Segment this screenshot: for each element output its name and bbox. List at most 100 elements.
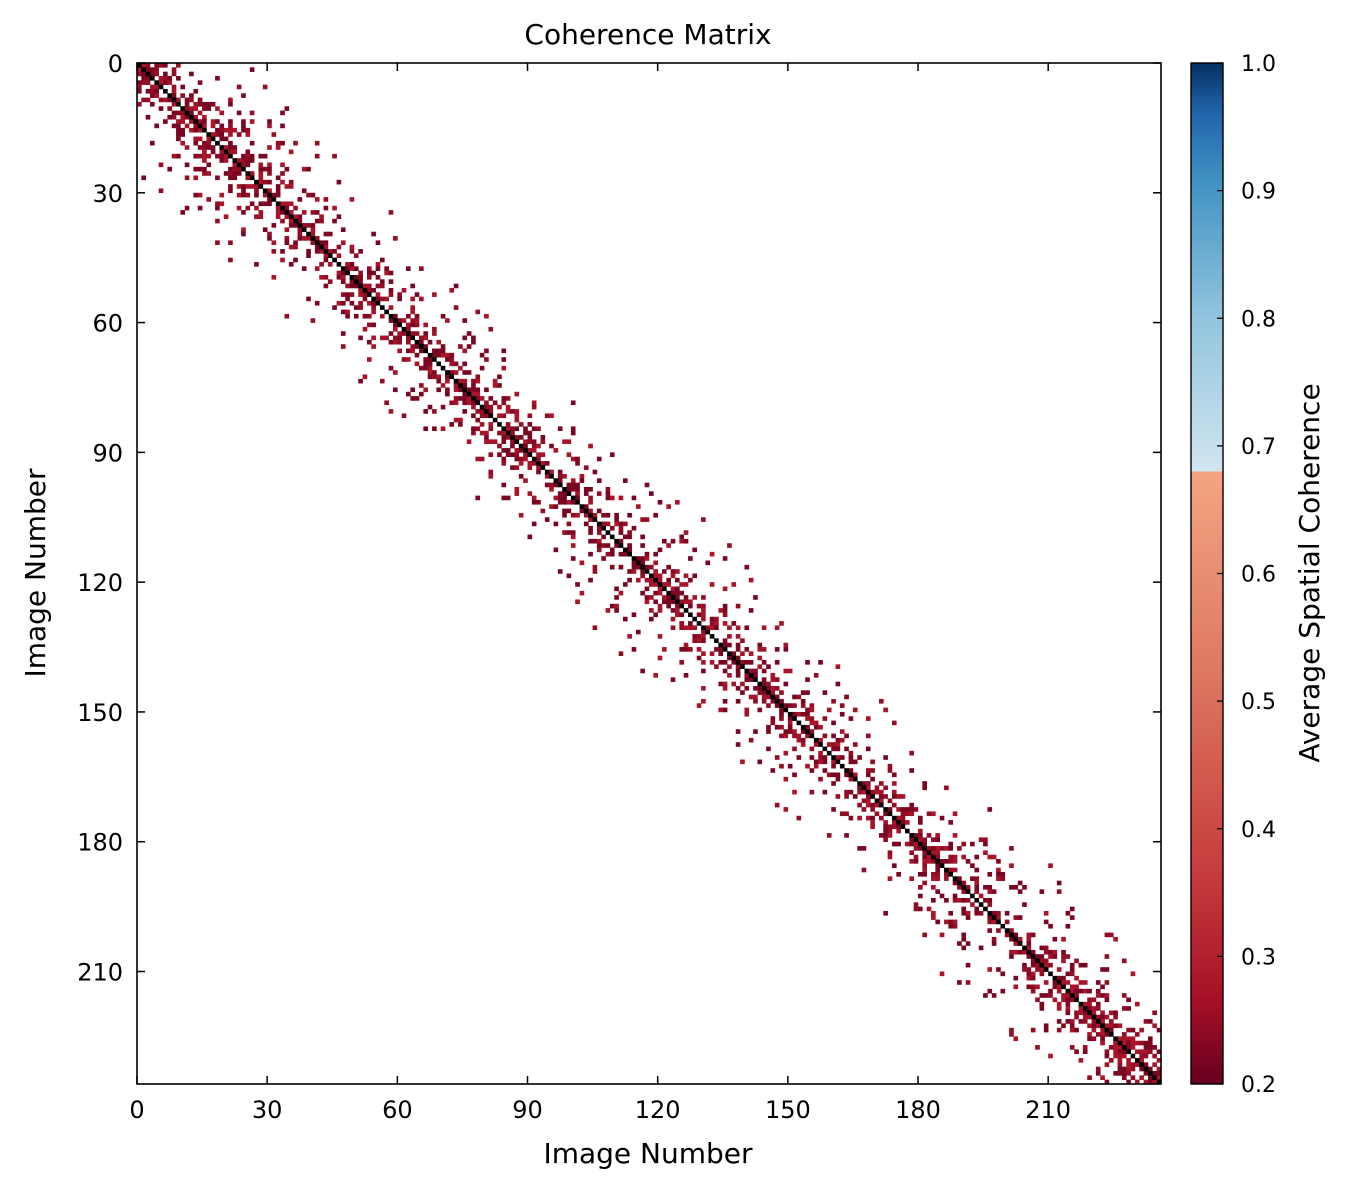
heatmap-cell	[314, 197, 320, 202]
heatmap-cell	[1104, 932, 1110, 938]
heatmap-cell	[744, 707, 750, 713]
heatmap-cell	[1069, 984, 1075, 990]
y-tick-label: 210	[77, 959, 123, 987]
heatmap-cell	[288, 149, 294, 155]
heatmap-cell	[618, 651, 624, 656]
diagonal-cell	[553, 478, 559, 483]
heatmap-cell	[905, 811, 910, 817]
heatmap-cell	[583, 521, 589, 527]
heatmap-cell	[1017, 889, 1023, 894]
heatmap-cell	[436, 374, 442, 380]
heatmap-cell	[510, 465, 515, 470]
heatmap-cell	[609, 452, 615, 457]
heatmap-cell	[605, 551, 611, 557]
heatmap-cell	[1143, 1053, 1149, 1059]
heatmap-cell	[280, 210, 285, 215]
heatmap-cell	[644, 517, 650, 522]
heatmap-cell	[948, 846, 954, 851]
heatmap-cell	[249, 184, 255, 189]
diagonal-cell	[740, 664, 745, 669]
heatmap-cell	[1117, 1053, 1123, 1059]
heatmap-cell	[753, 685, 758, 691]
heatmap-cell	[388, 365, 394, 371]
heatmap-cell	[761, 647, 767, 652]
heatmap-cell	[596, 525, 602, 531]
heatmap-cell	[336, 214, 342, 220]
diagonal-cell	[609, 534, 615, 540]
heatmap-cell	[553, 504, 559, 509]
heatmap-cell	[197, 153, 203, 159]
heatmap-cell	[1087, 1032, 1092, 1037]
heatmap-cell	[406, 335, 411, 341]
heatmap-cell	[961, 945, 967, 951]
heatmap-cell	[471, 430, 476, 436]
heatmap-cell	[176, 153, 181, 159]
heatmap-cell	[926, 854, 932, 860]
heatmap-cell	[792, 711, 797, 717]
heatmap-cell	[531, 521, 537, 527]
diagonal-cell	[627, 551, 632, 557]
heatmap-cell	[1017, 949, 1023, 955]
heatmap-cell	[288, 218, 294, 224]
heatmap-cell	[570, 426, 576, 432]
heatmap-cell	[679, 590, 685, 596]
heatmap-cell	[579, 590, 585, 596]
heatmap-cell	[1035, 954, 1040, 959]
diagonal-cell	[353, 279, 359, 284]
heatmap-cell	[562, 491, 567, 496]
heatmap-cell	[345, 309, 350, 315]
heatmap-cell	[427, 404, 433, 410]
diagonal-cell	[931, 854, 936, 860]
heatmap-cell	[800, 698, 806, 704]
diagonal-cell	[909, 833, 914, 838]
heatmap-cell	[314, 218, 320, 224]
heatmap-cell	[1152, 1010, 1157, 1016]
heatmap-cell	[245, 184, 251, 189]
heatmap-cell	[918, 884, 923, 890]
heatmap-cell	[792, 729, 797, 734]
heatmap-cell	[735, 673, 741, 678]
heatmap-cell	[649, 595, 654, 600]
heatmap-cell	[931, 872, 936, 877]
diagonal-cell	[887, 811, 893, 817]
heatmap-cell	[783, 668, 789, 674]
heatmap-cell	[727, 543, 732, 548]
heatmap-cell	[644, 556, 650, 561]
heatmap-cell	[427, 374, 433, 380]
heatmap-cell	[831, 742, 836, 747]
heatmap-cell	[822, 759, 828, 765]
heatmap-cell	[215, 218, 220, 224]
heatmap-cell	[445, 387, 450, 393]
heatmap-cell	[748, 577, 754, 583]
heatmap-cell	[900, 794, 906, 799]
heatmap-cell	[679, 538, 685, 544]
heatmap-cell	[566, 530, 572, 535]
heatmap-cell	[653, 582, 658, 587]
diagonal-cell	[978, 902, 984, 907]
heatmap-cell	[1121, 1075, 1127, 1080]
heatmap-cell	[957, 897, 962, 903]
heatmap-cell	[896, 872, 901, 877]
heatmap-cell	[696, 655, 702, 661]
heatmap-cell	[570, 482, 576, 488]
heatmap-cell	[410, 305, 415, 310]
heatmap-cell	[701, 698, 706, 704]
heatmap-cell	[215, 132, 220, 137]
heatmap-cell	[301, 236, 307, 241]
heatmap-cell	[844, 833, 849, 838]
heatmap-cell	[952, 833, 958, 838]
heatmap-cell	[393, 370, 398, 375]
diagonal-cell	[896, 820, 901, 825]
heatmap-cell	[449, 400, 455, 406]
heatmap-cell	[766, 703, 771, 708]
heatmap-cell	[462, 391, 468, 397]
heatmap-cell	[297, 231, 303, 237]
heatmap-cell	[267, 231, 272, 237]
heatmap-cell	[536, 452, 541, 457]
heatmap-cell	[228, 166, 233, 172]
heatmap-cell	[596, 547, 602, 553]
diagonal-cell	[701, 625, 706, 631]
heatmap-cell	[527, 413, 533, 419]
heatmap-cell	[1126, 997, 1131, 1003]
heatmap-cell	[258, 175, 264, 181]
